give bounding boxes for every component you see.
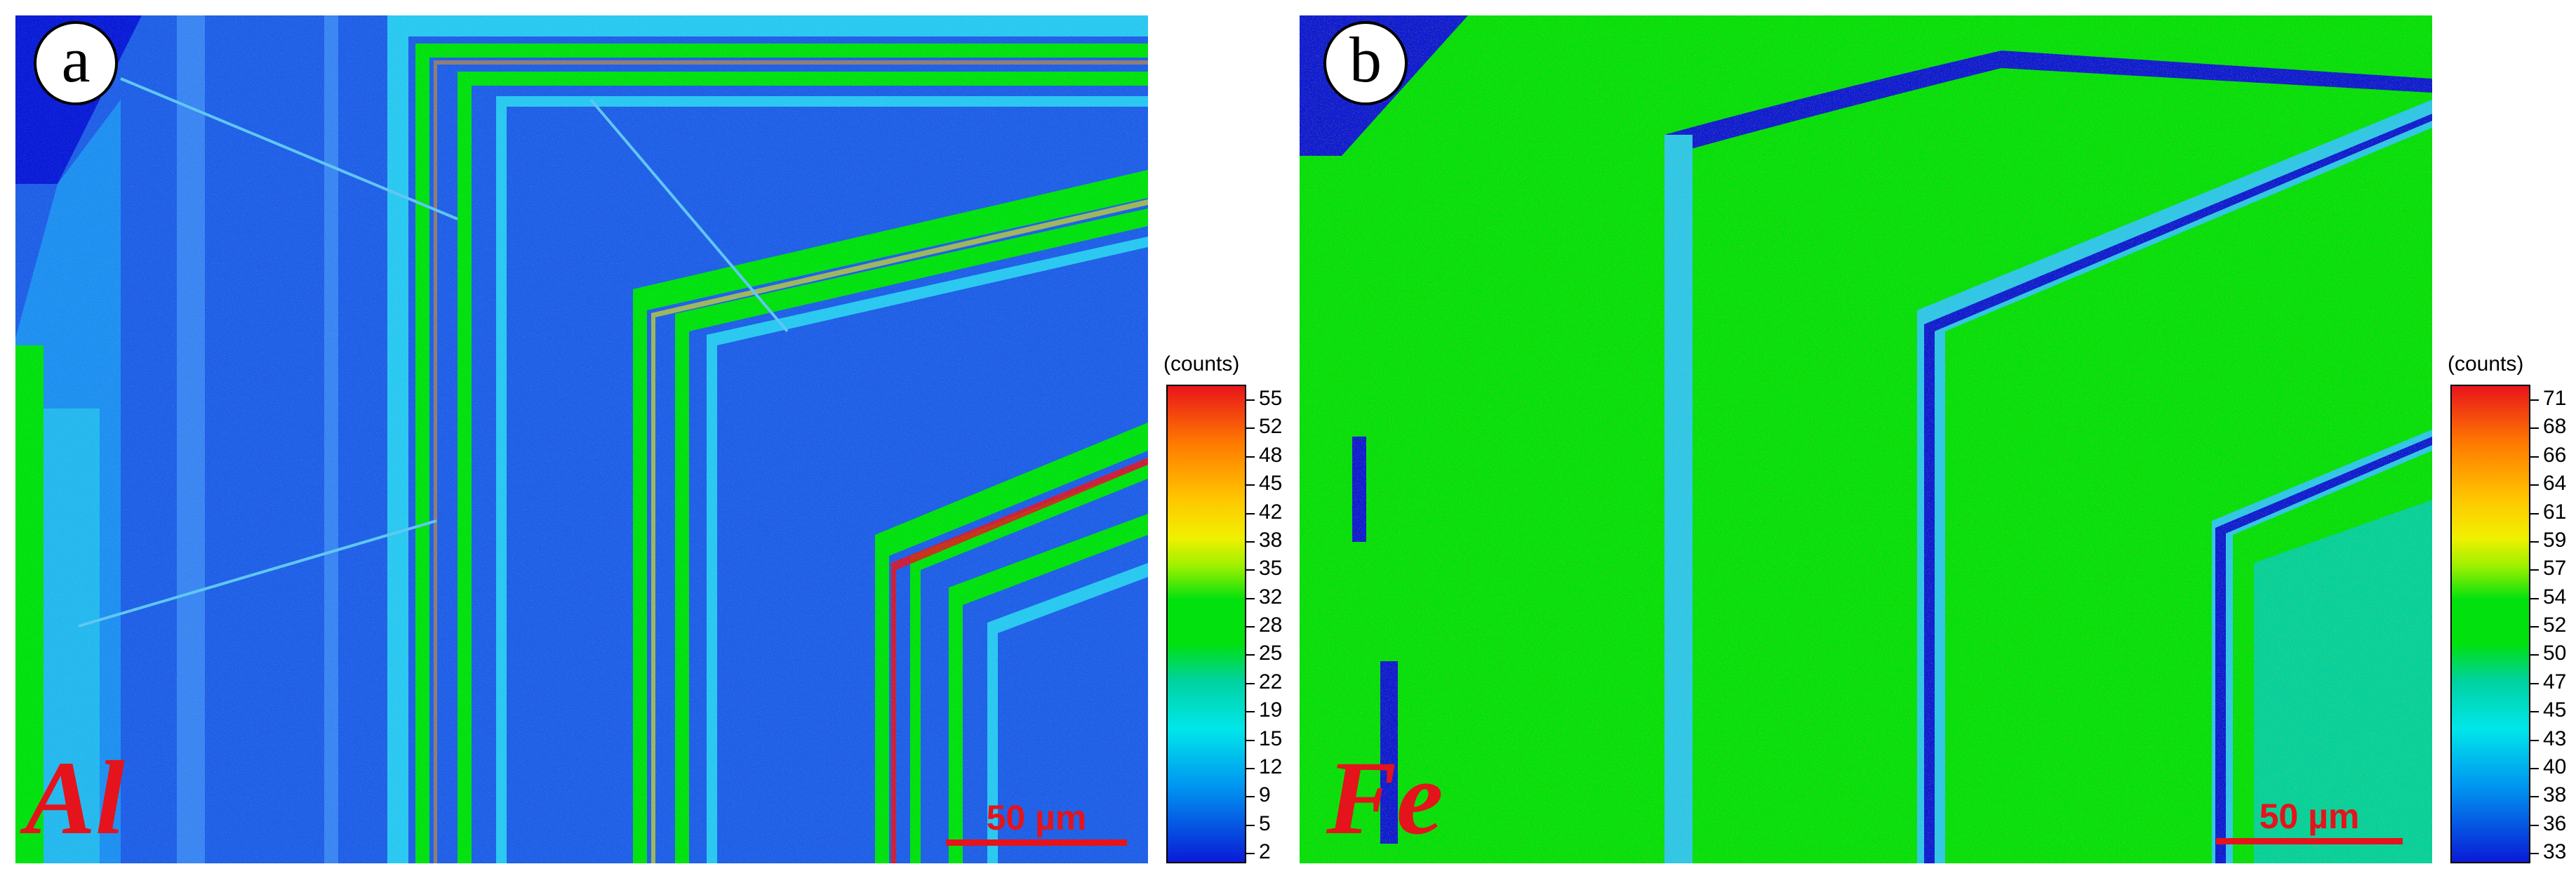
panel-b-colorbar-tick-mark — [2530, 456, 2539, 458]
panel-b-colorbar-tick-mark — [2530, 540, 2539, 543]
panel-a-map — [15, 15, 1148, 863]
panel-a-colorbar-tick-label: 52 — [1259, 415, 1283, 439]
panel-b-map — [1300, 15, 2432, 863]
panel-b-colorbar-tick-mark — [2530, 654, 2539, 656]
panel-b-colorbar-tick-mark — [2530, 597, 2539, 599]
panel-a-colorbar-tick-mark — [1246, 682, 1255, 684]
panel-a-colorbar-tick-label: 5 — [1259, 811, 1271, 835]
panel-a-colorbar-tick-mark — [1246, 626, 1255, 628]
panel-a-colorbar-tick-mark — [1246, 739, 1255, 741]
panel-b-colorbar-tick-mark — [2530, 427, 2539, 430]
panel-b-scale-line — [2216, 838, 2403, 844]
panel-b-colorbar-tick-mark — [2530, 767, 2539, 769]
panel-b-colorbar-title: (counts) — [2448, 352, 2524, 376]
panel-a-label-text: a — [61, 24, 91, 95]
panel-b-colorbar-tick-mark — [2530, 484, 2539, 486]
panel-a-colorbar-tick-mark — [1246, 569, 1255, 571]
panel-b-colorbar-tick-mark — [2530, 399, 2539, 401]
panel-b-colorbar — [2450, 385, 2530, 863]
panel-a-label: a — [34, 21, 118, 105]
panel-a-colorbar-tick-mark — [1246, 597, 1255, 599]
panel-b-colorbar-tick-mark — [2530, 626, 2539, 628]
panel-b-colorbar-tick-mark — [2530, 711, 2539, 713]
panel-a-colorbar-tick-label: 35 — [1259, 557, 1283, 580]
panel-b-colorbar-tick-mark — [2530, 512, 2539, 514]
panel-a-colorbar-tick-label: 42 — [1259, 500, 1283, 524]
panel-a-colorbar-tick-mark — [1246, 853, 1255, 854]
panel-b-colorbar-tick-label: 59 — [2543, 528, 2567, 552]
panel-a-colorbar-tick-label: 15 — [1259, 726, 1283, 750]
panel-b-colorbar-tick-label: 68 — [2543, 415, 2567, 439]
panel-b-label-text: b — [1349, 24, 1382, 95]
panel-a-colorbar-tick-label: 22 — [1259, 670, 1283, 693]
panel-a-colorbar-tick-label: 32 — [1259, 585, 1283, 609]
panel-b-colorbar-tick-label: 66 — [2543, 443, 2567, 467]
panel-a-colorbar-tick-mark — [1246, 399, 1255, 401]
panel-a-colorbar-tick-mark — [1246, 427, 1255, 430]
panel-a-colorbar-tick-mark — [1246, 484, 1255, 486]
panel-b-colorbar-tick-label: 33 — [2543, 840, 2567, 863]
panel-a-colorbar-tick-mark — [1246, 512, 1255, 514]
panel-b-colorbar-tick-label: 50 — [2543, 642, 2567, 665]
panel-b-element-label: Fe — [1326, 740, 1443, 856]
panel-a-colorbar-tick-label: 12 — [1259, 755, 1283, 778]
panel-b-colorbar-tick-mark — [2530, 682, 2539, 684]
panel-b-colorbar-tick-label: 71 — [2543, 387, 2567, 410]
panel-a-colorbar-tick-mark — [1246, 824, 1255, 826]
panel-a-colorbar — [1166, 385, 1246, 863]
panel-b-colorbar-tick-label: 57 — [2543, 557, 2567, 580]
panel-b-scale-text: 50 µm — [2259, 797, 2360, 836]
panel-a-colorbar-tick-label: 19 — [1259, 698, 1283, 722]
panel-b-colorbar-tick-mark — [2530, 824, 2539, 826]
panel-b-scale-bar: 50 µm — [2216, 799, 2403, 844]
panel-a-colorbar-tick-label: 38 — [1259, 528, 1283, 552]
panel-a-colorbar-tick-mark — [1246, 796, 1255, 798]
panel-b-colorbar-tick-mark — [2530, 569, 2539, 571]
panel-a-scale-text: 50 µm — [986, 798, 1087, 837]
panel-a-colorbar-tick-label: 25 — [1259, 642, 1283, 665]
panel-a-scale-bar: 50 µm — [946, 800, 1127, 846]
panel-a-element-label: Al — [25, 740, 125, 856]
panel-b-colorbar-ticks: 71 68 66 64 61 59 57 54 52 50 47 45 43 40 38 36 33 — [2530, 385, 2576, 863]
panel-b-colorbar-tick-label: 40 — [2543, 755, 2567, 778]
panel-a-colorbar-tick-mark — [1246, 711, 1255, 713]
panel-b-colorbar-tick-label: 52 — [2543, 613, 2567, 637]
panel-b-colorbar-tick-label: 61 — [2543, 500, 2567, 524]
panel-b-colorbar-tick-label: 45 — [2543, 698, 2567, 722]
panel-a-colorbar-tick-label: 2 — [1259, 840, 1271, 863]
panel-a-colorbar-tick-label: 9 — [1259, 783, 1271, 807]
panel-a-colorbar-tick-label: 28 — [1259, 613, 1283, 637]
panel-b-colorbar-tick-label: 47 — [2543, 670, 2567, 693]
panel-a-colorbar-title: (counts) — [1163, 352, 1240, 376]
panel-b-colorbar-tick-mark — [2530, 796, 2539, 798]
panel-b-colorbar-tick-mark — [2530, 739, 2539, 741]
panel-a-colorbar-tick-mark — [1246, 767, 1255, 769]
panel-b-colorbar-tick-label: 54 — [2543, 585, 2567, 609]
panel-a-scale-line — [946, 839, 1127, 846]
panel-b-colorbar-tick-mark — [2530, 853, 2539, 854]
panel-a-colorbar-tick-label: 48 — [1259, 443, 1283, 467]
panel-a-colorbar-tick-mark — [1246, 654, 1255, 656]
panel-b-colorbar-tick-label: 43 — [2543, 726, 2567, 750]
panel-a-colorbar-tick-label: 45 — [1259, 472, 1283, 496]
panel-a-colorbar-tick-mark — [1246, 540, 1255, 543]
panel-b-colorbar-tick-label: 38 — [2543, 783, 2567, 807]
panel-a-colorbar-tick-label: 55 — [1259, 387, 1283, 410]
panel-a-colorbar-tick-mark — [1246, 456, 1255, 458]
panel-a-colorbar-ticks: 55 52 48 45 42 38 35 32 28 25 22 19 15 12 9 5 2 — [1246, 385, 1316, 863]
panel-b-label: b — [1323, 21, 1408, 105]
panel-b-colorbar-tick-label: 64 — [2543, 472, 2567, 496]
panel-b-colorbar-tick-label: 36 — [2543, 811, 2567, 835]
